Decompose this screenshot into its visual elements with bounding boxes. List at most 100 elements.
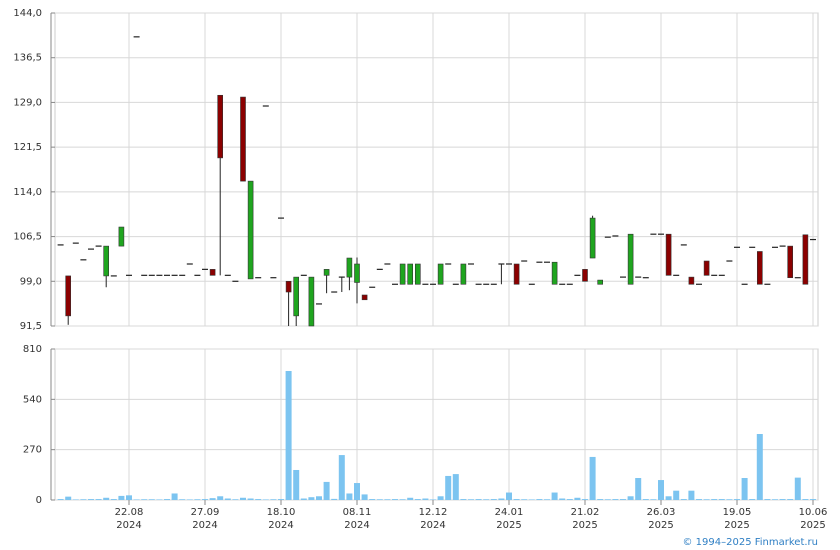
y-tick-label: 91,5 <box>20 321 42 332</box>
bar <box>726 499 733 500</box>
bar <box>209 498 216 500</box>
bar <box>787 499 794 500</box>
bar <box>164 499 170 500</box>
candle-body <box>627 233 634 285</box>
candle-body <box>308 276 315 327</box>
x-tick-label: 18.10 <box>267 507 296 518</box>
candle-body <box>293 276 300 317</box>
bar <box>224 498 231 500</box>
bar <box>612 499 619 500</box>
bar <box>57 499 64 500</box>
bar <box>452 474 459 500</box>
x-tick-label: 10.06 <box>799 507 828 518</box>
candle-body <box>802 234 809 285</box>
candle-body <box>665 233 672 276</box>
bar <box>498 498 505 500</box>
candle-body <box>346 257 353 278</box>
candle-body <box>703 260 710 276</box>
x-tick-label: 2025 <box>496 520 521 531</box>
bar <box>88 499 94 500</box>
bar <box>414 499 421 500</box>
bar <box>202 499 208 500</box>
bar <box>217 496 224 500</box>
bar <box>308 497 315 500</box>
bar <box>665 496 672 500</box>
candle-body <box>582 269 588 282</box>
bar <box>376 499 383 500</box>
candle-body <box>118 226 125 247</box>
bar <box>635 478 642 500</box>
x-tick-label: 26.03 <box>647 507 676 518</box>
bar <box>589 456 596 500</box>
x-tick-label: 2024 <box>192 520 217 531</box>
bar <box>627 496 634 500</box>
bar <box>399 499 406 500</box>
bar <box>756 434 763 500</box>
y-tick-label: 129,0 <box>13 97 42 108</box>
bar <box>338 455 345 500</box>
x-tick-label: 2025 <box>800 520 825 531</box>
bar <box>551 492 558 500</box>
candle-body <box>688 276 695 285</box>
bar <box>72 499 79 500</box>
bar <box>422 498 429 500</box>
bar <box>430 499 436 500</box>
volume-frame <box>54 348 819 501</box>
bar <box>574 497 581 500</box>
x-tick-label: 2025 <box>648 520 673 531</box>
bar <box>255 499 262 500</box>
x-tick-label: 2024 <box>116 520 141 531</box>
x-tick-label: 19.05 <box>723 507 752 518</box>
bar <box>437 496 444 500</box>
bar <box>703 499 710 500</box>
bar <box>262 499 269 500</box>
bar <box>186 499 193 500</box>
bar <box>741 478 748 500</box>
bar <box>711 499 718 500</box>
bar <box>810 499 816 500</box>
y-tick-label: 540 <box>23 394 42 405</box>
bar <box>445 475 452 500</box>
bar <box>103 497 110 500</box>
bar <box>521 499 528 500</box>
x-tick-label: 21.02 <box>571 507 600 518</box>
bar <box>794 477 801 500</box>
bar <box>247 498 254 500</box>
bar <box>141 499 148 500</box>
candle-body <box>354 263 360 283</box>
y-tick-label: 0 <box>36 495 42 506</box>
bar <box>696 499 702 500</box>
x-tick-label: 24.01 <box>495 507 524 518</box>
bar <box>232 499 239 500</box>
bar <box>642 499 649 500</box>
bar <box>483 499 490 500</box>
y-tick-label: 270 <box>23 445 42 456</box>
x-tick-label: 2025 <box>724 520 749 531</box>
bar <box>597 499 604 500</box>
bar <box>673 490 680 500</box>
candle-body <box>756 251 763 285</box>
bar <box>323 481 330 500</box>
bar <box>80 499 87 500</box>
bar <box>718 499 725 500</box>
x-tick-label: 2024 <box>344 520 369 531</box>
bar <box>506 492 512 500</box>
x-tick-label: 12.12 <box>419 507 448 518</box>
candle-body <box>209 269 216 276</box>
bar <box>407 497 414 500</box>
bar <box>688 490 695 500</box>
bar <box>369 499 376 500</box>
bar <box>118 495 125 500</box>
candle-body <box>414 263 421 285</box>
bar <box>331 498 338 500</box>
bar <box>650 499 657 500</box>
candle-body <box>247 180 254 280</box>
bar <box>749 499 756 500</box>
candle-body <box>460 263 467 285</box>
x-tick-label: 2024 <box>420 520 445 531</box>
bar <box>270 499 277 500</box>
bar <box>604 499 611 500</box>
bar <box>65 496 72 500</box>
bar <box>133 499 140 500</box>
